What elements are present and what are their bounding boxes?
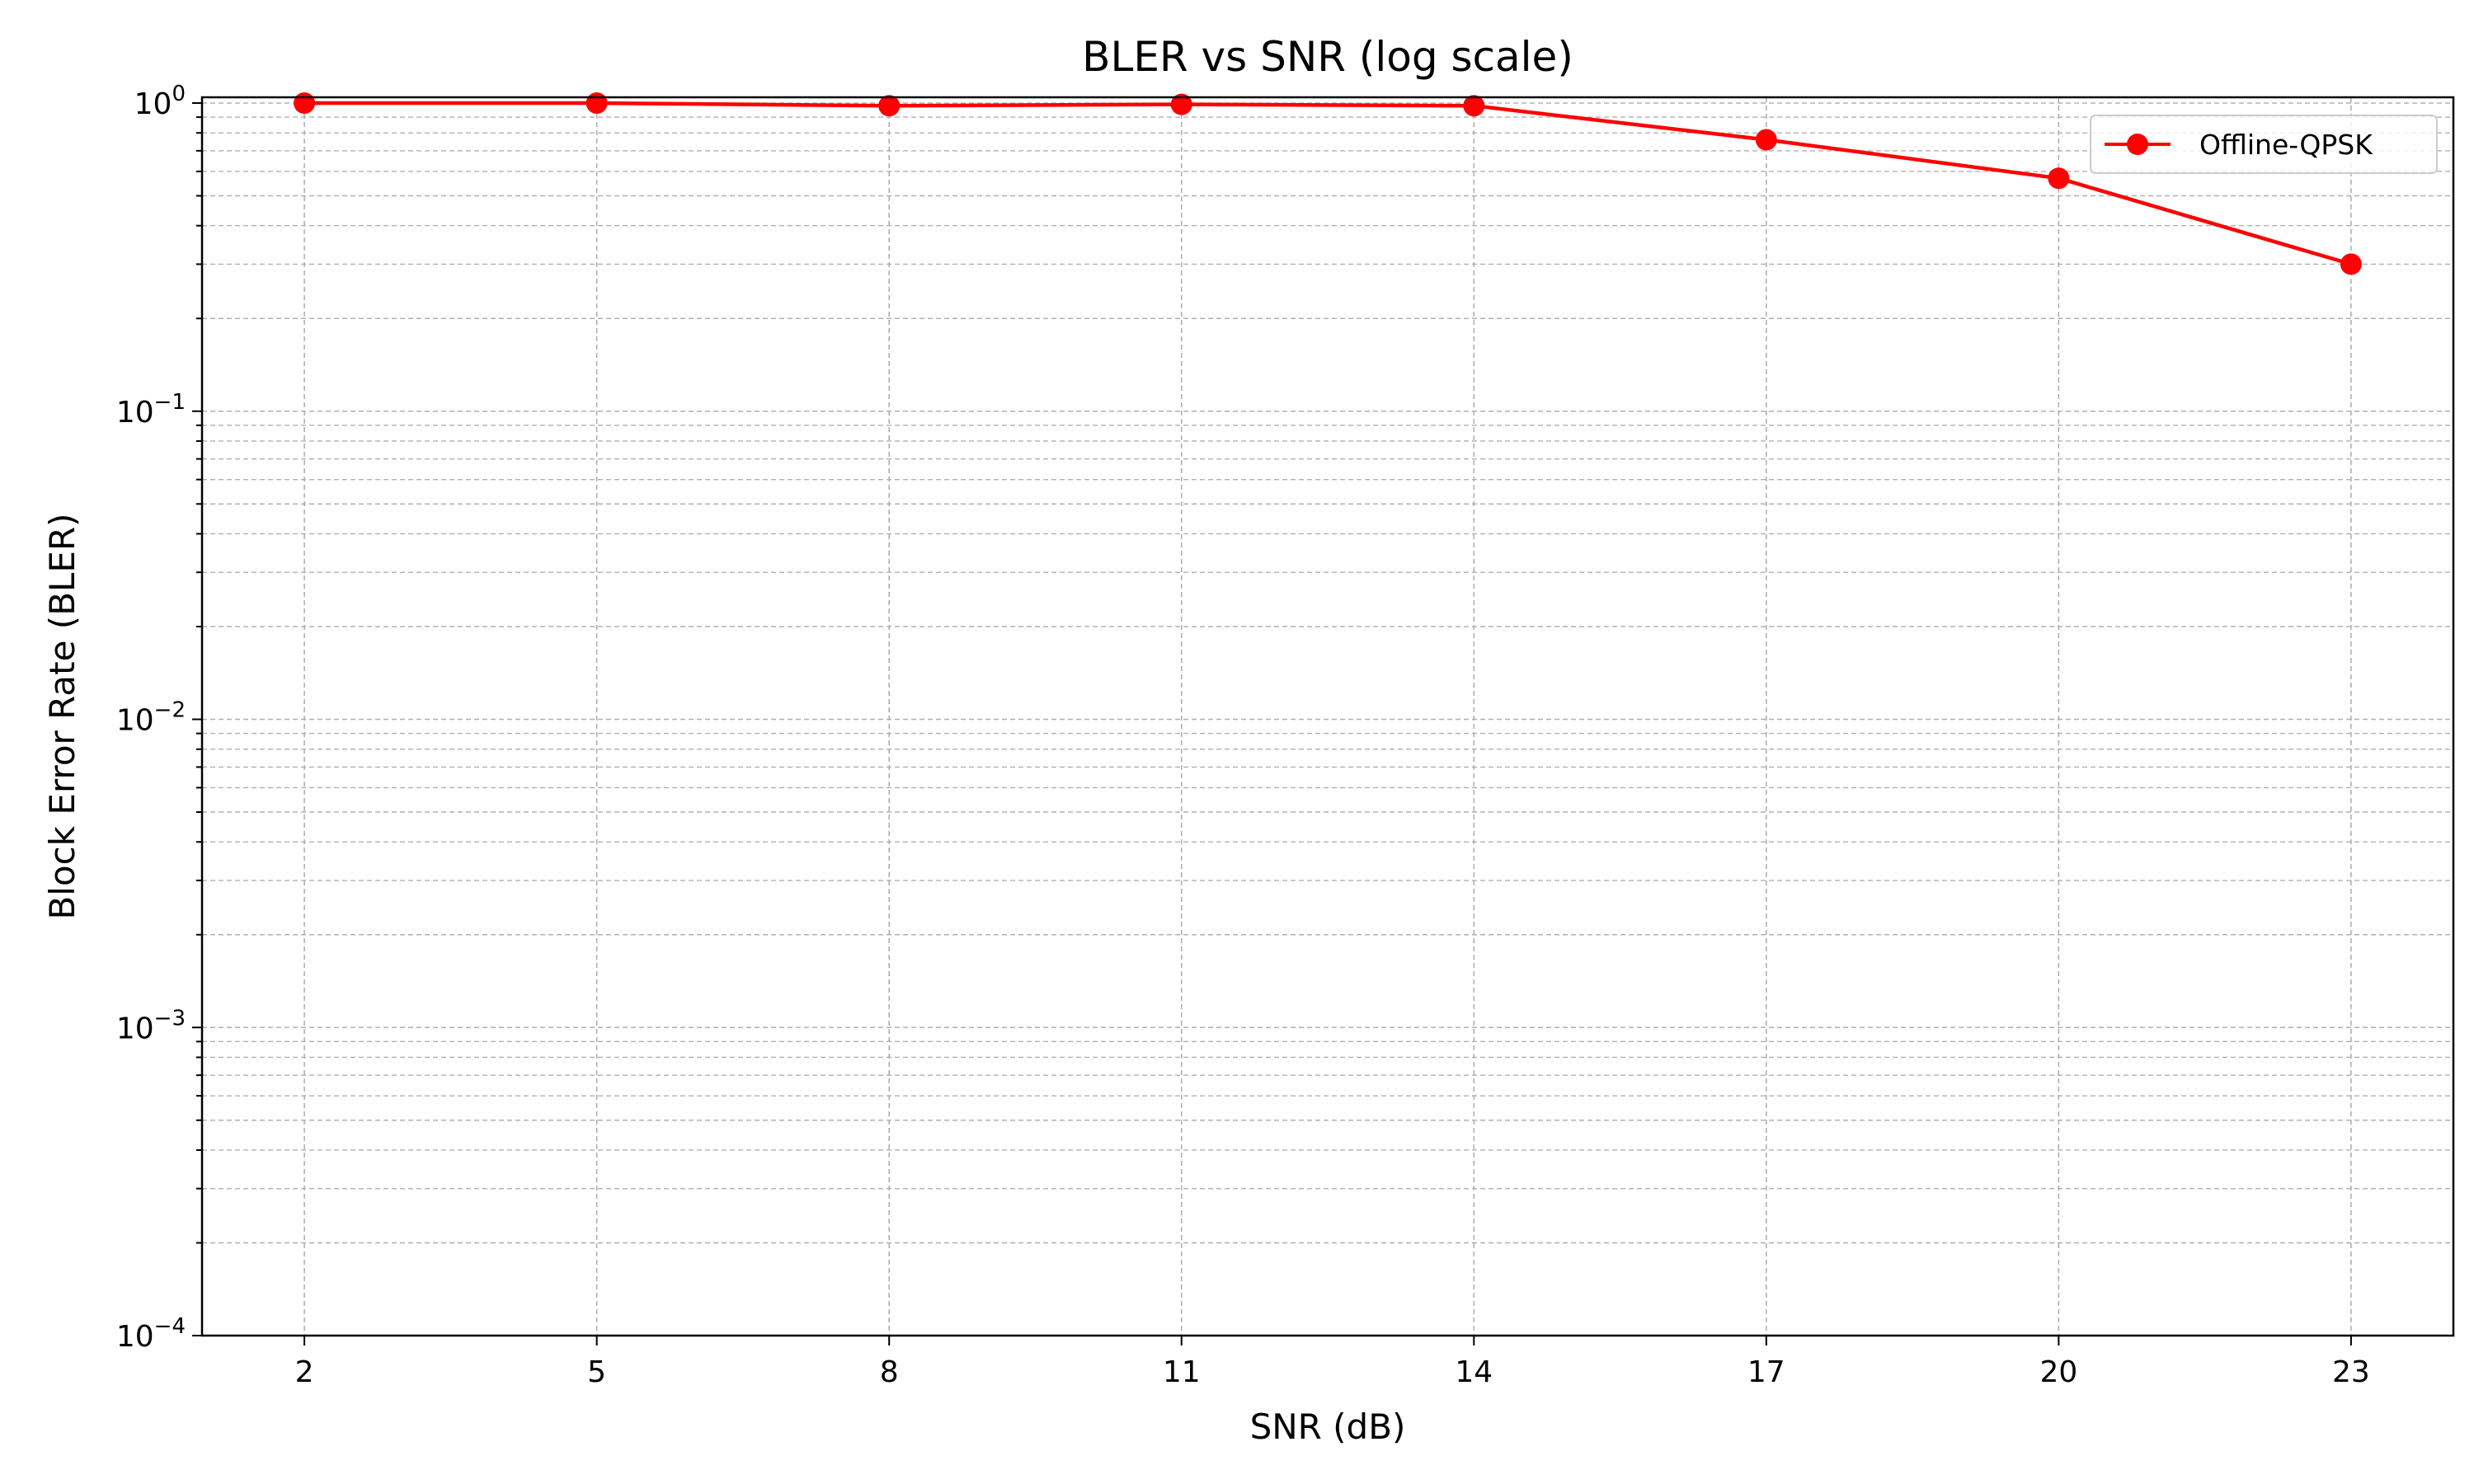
data-point xyxy=(2048,167,2070,190)
y-tick-label: 10−4 xyxy=(116,1314,186,1354)
legend-box xyxy=(2090,115,2438,174)
data-point xyxy=(294,92,316,114)
legend-label: Offline-QPSK xyxy=(2199,129,2373,161)
x-tick-label: 11 xyxy=(1163,1355,1201,1389)
y-tick-label: 100 xyxy=(134,82,186,121)
x-tick-label: 20 xyxy=(2039,1355,2077,1389)
axis-ticks: 100 10−1 10−2 10−3 10−4 2 5 8 11 14 17 20 23 xyxy=(116,82,2370,1389)
x-tick-label: 8 xyxy=(880,1355,899,1389)
data-point xyxy=(586,92,608,114)
plot-frame xyxy=(200,96,2455,1337)
x-tick-label: 23 xyxy=(2332,1355,2370,1389)
data-point xyxy=(878,95,901,117)
y-tick-label: 10−1 xyxy=(116,390,186,430)
series-line xyxy=(304,101,2352,266)
y-tick-label: 10−3 xyxy=(116,1006,186,1045)
chart-title: BLER vs SNR (log scale) xyxy=(1082,33,1573,81)
data-point xyxy=(1170,93,1192,115)
legend: Offline-QPSK xyxy=(2090,115,2438,174)
x-tick-label: 5 xyxy=(587,1355,606,1389)
y-tick-label: 10−2 xyxy=(116,698,186,738)
x-tick-label: 17 xyxy=(1747,1355,1785,1389)
data-point xyxy=(1463,95,1485,117)
data-point xyxy=(1755,129,1777,151)
y-axis-label: Block Error Rate (BLER) xyxy=(42,513,82,919)
x-axis-label: SNR (dB) xyxy=(1250,1407,1406,1447)
x-tick-label: 14 xyxy=(1455,1355,1493,1389)
legend-marker xyxy=(2127,134,2148,155)
grid xyxy=(202,97,2453,1336)
x-tick-label: 2 xyxy=(295,1355,314,1389)
data-point xyxy=(2340,253,2362,275)
